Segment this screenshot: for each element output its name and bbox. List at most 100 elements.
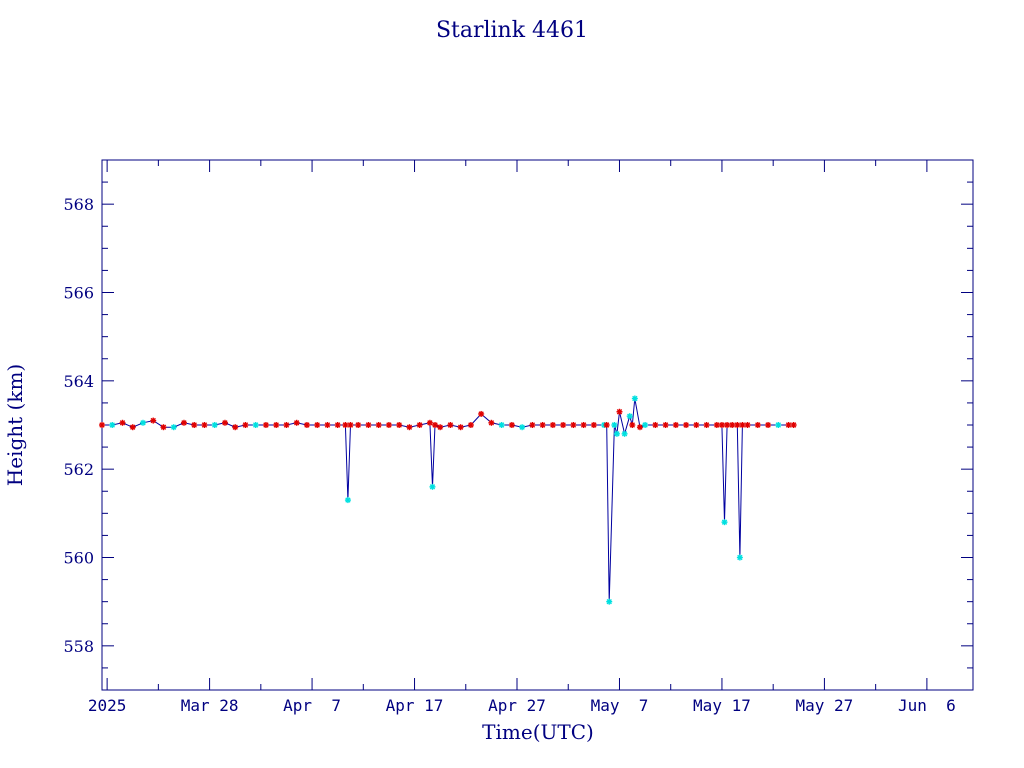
data-point — [672, 422, 679, 428]
data-point — [629, 422, 636, 428]
data-point — [549, 422, 556, 428]
data-point — [119, 419, 126, 426]
data-point — [160, 424, 167, 431]
data-point — [129, 424, 136, 431]
data-point — [429, 483, 436, 490]
data-point — [636, 424, 643, 431]
data-point — [201, 422, 208, 428]
data-point — [191, 422, 198, 428]
data-point — [529, 422, 536, 428]
data-point — [488, 419, 495, 426]
x-tick-label: Apr 27 — [488, 696, 546, 715]
x-tick-label: May 17 — [693, 696, 751, 715]
data-point — [724, 422, 731, 428]
data-point — [342, 422, 349, 428]
data-point — [406, 424, 413, 431]
data-point — [703, 422, 710, 428]
data-point — [109, 422, 116, 428]
data-point — [447, 422, 454, 428]
data-point — [139, 419, 146, 426]
data-point — [613, 430, 620, 437]
data-point — [432, 422, 439, 428]
y-tick-label: 564 — [63, 372, 94, 391]
data-point — [232, 424, 239, 431]
data-point — [355, 422, 362, 428]
data-point — [180, 419, 187, 426]
data-point — [790, 422, 797, 428]
data-point — [498, 422, 505, 428]
data-point — [570, 422, 577, 428]
data-point — [616, 408, 623, 415]
data-point — [739, 422, 746, 428]
data-point — [642, 422, 649, 428]
data-point — [785, 422, 792, 428]
data-point — [590, 422, 597, 428]
data-point — [375, 422, 382, 428]
data-point — [385, 422, 392, 428]
data-point — [170, 424, 177, 431]
data-point — [603, 422, 610, 428]
data-point — [754, 422, 761, 428]
data-point — [334, 422, 341, 428]
data-point — [718, 422, 725, 428]
data-point — [314, 422, 321, 428]
data-point — [611, 422, 618, 428]
data-point — [262, 422, 269, 428]
data-point — [242, 422, 249, 428]
data-point — [283, 422, 290, 428]
data-point — [683, 422, 690, 428]
x-axis: 2025 Mar 28 Apr 7 Apr 17 Apr 27 May 7 May 17 Ma… — [88, 160, 956, 715]
data-point — [273, 422, 280, 428]
data-point — [437, 424, 444, 431]
y-axis-label: Height (km) — [3, 364, 27, 486]
data-point — [365, 422, 372, 428]
data-point — [508, 422, 515, 428]
data-point — [744, 422, 751, 428]
x-axis-label: Time(UTC) — [482, 720, 594, 744]
data-point — [580, 422, 587, 428]
y-tick-label: 562 — [63, 460, 94, 479]
data-point — [765, 422, 772, 428]
data-markers — [99, 395, 797, 605]
series-line — [102, 398, 794, 602]
data-point — [211, 422, 218, 428]
chart-title: Starlink 4461 — [436, 18, 588, 43]
data-point — [221, 419, 228, 426]
data-point — [626, 413, 633, 420]
data-point — [519, 424, 526, 431]
data-point — [736, 554, 743, 561]
data-point — [729, 422, 736, 428]
x-tick-label: Mar 28 — [181, 696, 239, 715]
data-point — [303, 422, 310, 428]
data-point — [457, 424, 464, 431]
data-point — [693, 422, 700, 428]
data-point — [539, 422, 546, 428]
data-point — [344, 497, 351, 504]
data-point — [721, 519, 728, 526]
data-point — [775, 422, 782, 428]
y-axis: 558 560 562 564 566 568 — [63, 159, 973, 691]
data-point — [99, 422, 105, 428]
data-point — [252, 422, 259, 428]
data-point — [631, 395, 638, 402]
data-point — [621, 430, 628, 437]
data-point — [652, 422, 659, 428]
data-point — [467, 422, 474, 428]
data-point — [734, 422, 741, 428]
data-point — [426, 419, 433, 426]
data-point — [416, 422, 423, 428]
x-tick-label: Apr 7 — [283, 696, 341, 715]
x-tick-label: Apr 17 — [386, 696, 444, 715]
x-tick-label: 2025 — [88, 696, 127, 715]
data-point — [478, 410, 485, 417]
x-tick-label: May 7 — [591, 696, 649, 715]
data-point — [396, 422, 403, 428]
data-point — [606, 598, 613, 605]
data-point — [662, 422, 669, 428]
data-point — [150, 417, 157, 424]
y-tick-label: 568 — [63, 195, 94, 214]
data-point — [324, 422, 331, 428]
x-tick-label: Jun 6 — [898, 696, 956, 715]
data-point — [713, 422, 720, 428]
